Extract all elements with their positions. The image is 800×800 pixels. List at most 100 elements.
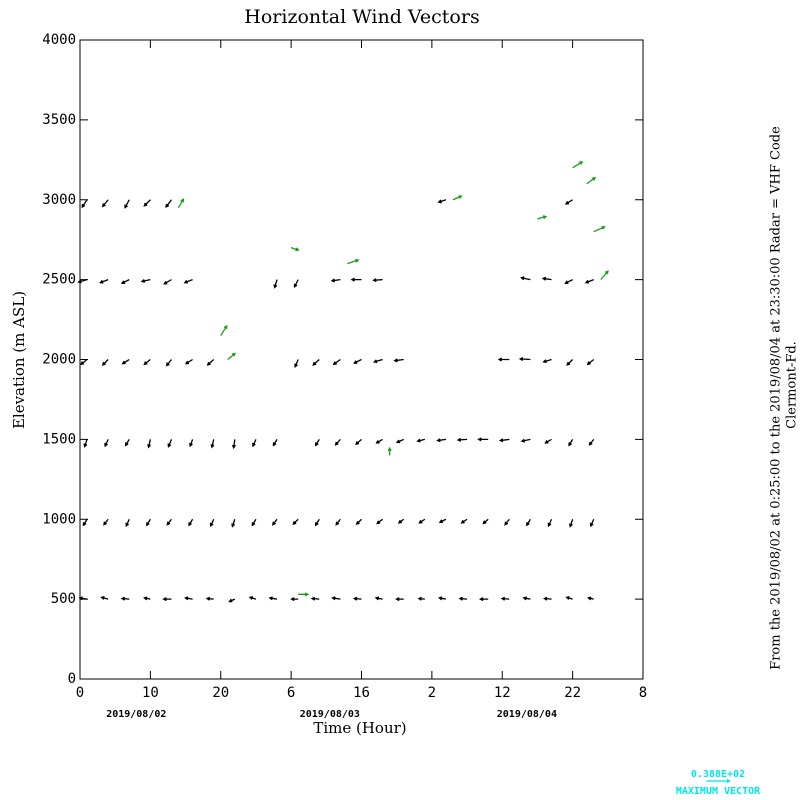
wind-vector [542,358,552,364]
wind-vector [482,518,489,525]
wind-vector [251,518,257,527]
wind-vector [143,358,151,366]
wind-vector [565,596,573,600]
wind-vector [227,352,237,360]
wind-vector [437,199,447,204]
wind-vector [537,215,548,220]
wind-vector [589,518,595,528]
wind-vector [395,597,404,602]
wind-vector [330,278,341,283]
x-tick-label: 20 [212,685,229,701]
wind-vector [167,439,173,448]
wind-vector [586,358,595,366]
wind-vector [600,270,609,281]
wind-vector [332,358,341,366]
wind-vector [395,438,404,444]
wind-vector [206,359,215,366]
wind-vector [312,359,320,366]
wind-vector [593,226,606,233]
wind-vector [456,437,468,442]
x-tick-label: 12 [494,685,511,701]
wind-vector [290,597,299,602]
wind-vector [460,518,468,524]
wind-vector [438,518,447,524]
wind-vector [228,598,236,603]
wind-vector [103,518,109,526]
wind-vector [541,276,552,281]
wind-vector [248,596,257,600]
wind-vector [458,596,468,601]
wind-vector [292,518,299,526]
wind-vector [143,199,151,207]
wind-vector [569,519,574,528]
wind-vector [189,439,194,448]
wind-vector [500,596,510,601]
wind-vector [504,518,510,526]
wind-vector [331,596,341,601]
wind-vector [417,596,425,601]
date-label: 2019/08/04 [497,709,557,720]
wind-vector [335,518,341,526]
wind-vector [79,358,88,366]
max-vector-key [706,778,731,784]
side-text: From the 2019/08/02 at 0:25:00 to the 20… [769,126,784,670]
wind-vector [334,438,341,446]
wind-vector [146,518,151,527]
wind-vector [81,199,88,209]
wind-vector [314,439,320,447]
wind-vector [120,279,130,284]
wind-vector [584,279,594,284]
wind-vector [522,596,531,601]
wind-vector [355,438,362,446]
wind-vector [520,276,531,281]
wind-vector [124,439,130,447]
wind-vector [205,596,214,601]
wind-vector [77,279,88,284]
wind-vector [294,359,299,368]
wind-vector [418,518,426,524]
wind-vector [210,439,215,449]
y-tick-label: 500 [51,591,76,607]
wind-vector [518,357,531,362]
wind-vector [165,359,172,367]
wind-vector [544,438,552,444]
wind-vector [477,437,489,442]
wind-vector [498,438,510,443]
date-label: 2019/08/02 [106,709,166,720]
wind-vector [101,359,109,366]
wind-vector [82,518,88,527]
wind-vector [436,438,447,443]
wind-vector [526,518,531,527]
y-tick-label: 4000 [42,32,76,48]
wind-vector [184,596,193,601]
wind-vector [252,439,257,448]
wind-vector [588,438,595,446]
max-vector-title: MAXIMUM VECTOR [676,786,761,797]
wind-vector [564,279,573,284]
wind-vector [163,279,172,285]
wind-vector [376,518,384,525]
wind-vector [353,358,362,364]
x-tick-label: 8 [639,685,647,701]
x-tick-label: 16 [353,685,370,701]
wind-vector [568,439,574,447]
wind-vector [100,595,109,600]
wind-vector [352,596,362,601]
wind-vector [272,439,278,447]
wind-vector [272,518,278,526]
wind-vector [99,279,109,284]
wind-vector [121,358,130,365]
y-tick-label: 1000 [42,511,76,527]
y-axis-label: Elevation (m ASL) [10,291,28,429]
wind-vector [166,518,173,526]
wind-vector [572,161,584,169]
x-tick-label: 22 [564,685,581,701]
side-text: Clermont-Fd. [785,341,800,429]
wind-vector [416,438,425,443]
wind-vector [231,439,236,450]
wind-vector [125,518,130,528]
y-tick-label: 2500 [42,272,76,288]
wind-vector [184,358,193,365]
wind-vector [104,439,109,448]
